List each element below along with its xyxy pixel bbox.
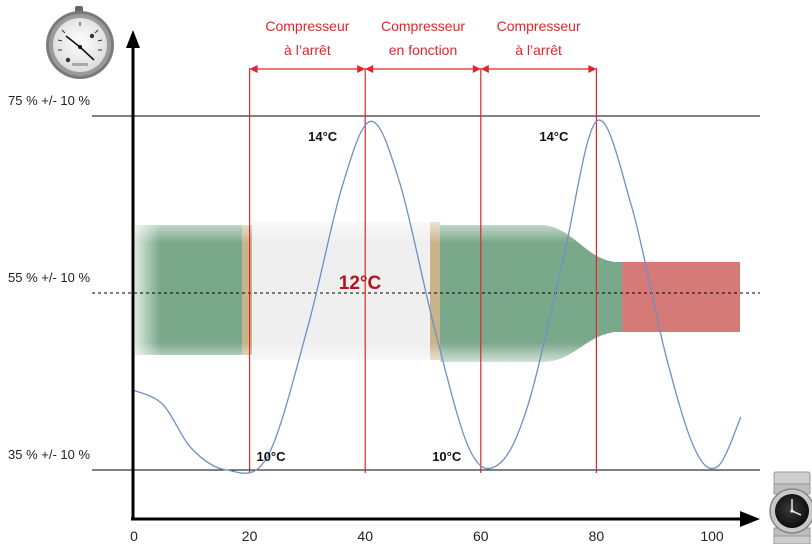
x-tick-40: 40 bbox=[357, 528, 373, 544]
phase-label-line2-2: à l’arrêt bbox=[515, 42, 562, 58]
y-level-label-35: 35 % +/- 10 % bbox=[8, 447, 90, 462]
phase-arrow-left-2 bbox=[480, 65, 489, 73]
temperature-annotation-3: 10°C bbox=[432, 449, 462, 464]
compressor-phases: Compresseur à l’arrêt Compresseur en foncti… bbox=[249, 18, 597, 73]
temperature-annotation-0: 14°C bbox=[308, 129, 338, 144]
x-tick-20: 20 bbox=[242, 528, 258, 544]
x-tick-60: 60 bbox=[473, 528, 489, 544]
y-level-label-55: 55 % +/- 10 % bbox=[8, 270, 90, 285]
phase-label-line1-0: Compresseur bbox=[265, 18, 349, 34]
hygrometer-icon bbox=[46, 6, 114, 79]
humidity-guides bbox=[92, 115, 760, 471]
y-level-labels: 75 % +/- 10 % 55 % +/- 10 % 35 % +/- 10 % bbox=[8, 93, 90, 462]
phase-arrow-left-1 bbox=[365, 65, 374, 73]
x-tick-0: 0 bbox=[130, 528, 138, 544]
phase-label-line1-1: Compresseur bbox=[381, 18, 465, 34]
phase-arrow-left-0 bbox=[249, 65, 258, 73]
phase-label-line1-2: Compresseur bbox=[497, 18, 581, 34]
wristwatch-icon bbox=[769, 471, 812, 544]
x-tick-80: 80 bbox=[589, 528, 605, 544]
phase-label-line2-1: en fonction bbox=[389, 42, 458, 58]
phase-arrow-right-2 bbox=[588, 65, 597, 73]
y-axis-arrow bbox=[126, 30, 140, 48]
y-level-label-75: 75 % +/- 10 % bbox=[8, 93, 90, 108]
phase-label-line2-0: à l’arrêt bbox=[284, 42, 331, 58]
x-tick-100: 100 bbox=[700, 528, 724, 544]
temperature-curve bbox=[133, 119, 742, 474]
axes bbox=[126, 30, 760, 527]
phase-arrow-right-1 bbox=[472, 65, 481, 73]
x-tick-labels: 0 20 40 60 80 100 bbox=[130, 528, 724, 544]
phase-arrow-right-0 bbox=[357, 65, 366, 73]
temperature-annotations: 14°C 14°C 10°C 10°C bbox=[256, 129, 569, 464]
center-temperature-label: 12°C bbox=[339, 273, 382, 294]
phase-markers bbox=[249, 68, 598, 473]
x-axis-arrow bbox=[740, 511, 760, 527]
temperature-annotation-2: 10°C bbox=[256, 449, 286, 464]
temperature-annotation-1: 14°C bbox=[539, 129, 569, 144]
